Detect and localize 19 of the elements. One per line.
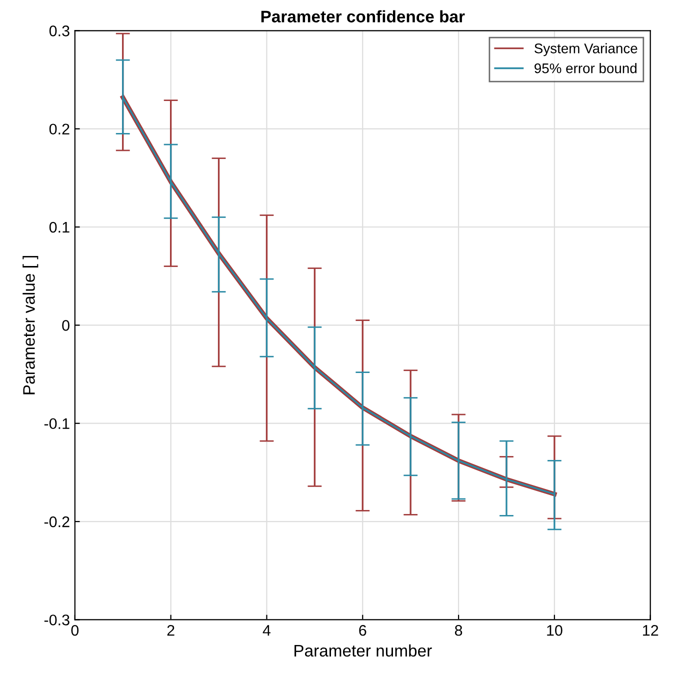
y-axis-title: Parameter value [ ] — [22, 256, 38, 394]
y-tick-label: -0.3 — [44, 614, 70, 626]
x-tick-label: 4 — [262, 625, 271, 636]
x-tick-label: 2 — [167, 624, 174, 636]
chart-title: Parameter confidence bar — [261, 10, 465, 22]
y-tick-label: -0.1 — [44, 418, 70, 430]
x-tick-label: 0 — [71, 624, 79, 636]
y-tick-label: 0.3 — [49, 26, 70, 36]
y-tick-label: 0.2 — [49, 124, 70, 135]
y-tick-label: 0 — [62, 320, 70, 331]
y-tick-label: 0.1 — [49, 222, 70, 233]
y-tick-label: -0.2 — [44, 516, 70, 528]
x-tick-label: 6 — [359, 624, 366, 636]
legend-label: System Variance — [534, 43, 638, 56]
legend-label: 95% error bound — [534, 63, 636, 74]
x-tick-label: 8 — [454, 624, 462, 636]
x-tick-label: 10 — [547, 624, 562, 636]
x-tick-label: 12 — [643, 624, 658, 636]
x-axis-title: Parameter number — [294, 644, 432, 657]
